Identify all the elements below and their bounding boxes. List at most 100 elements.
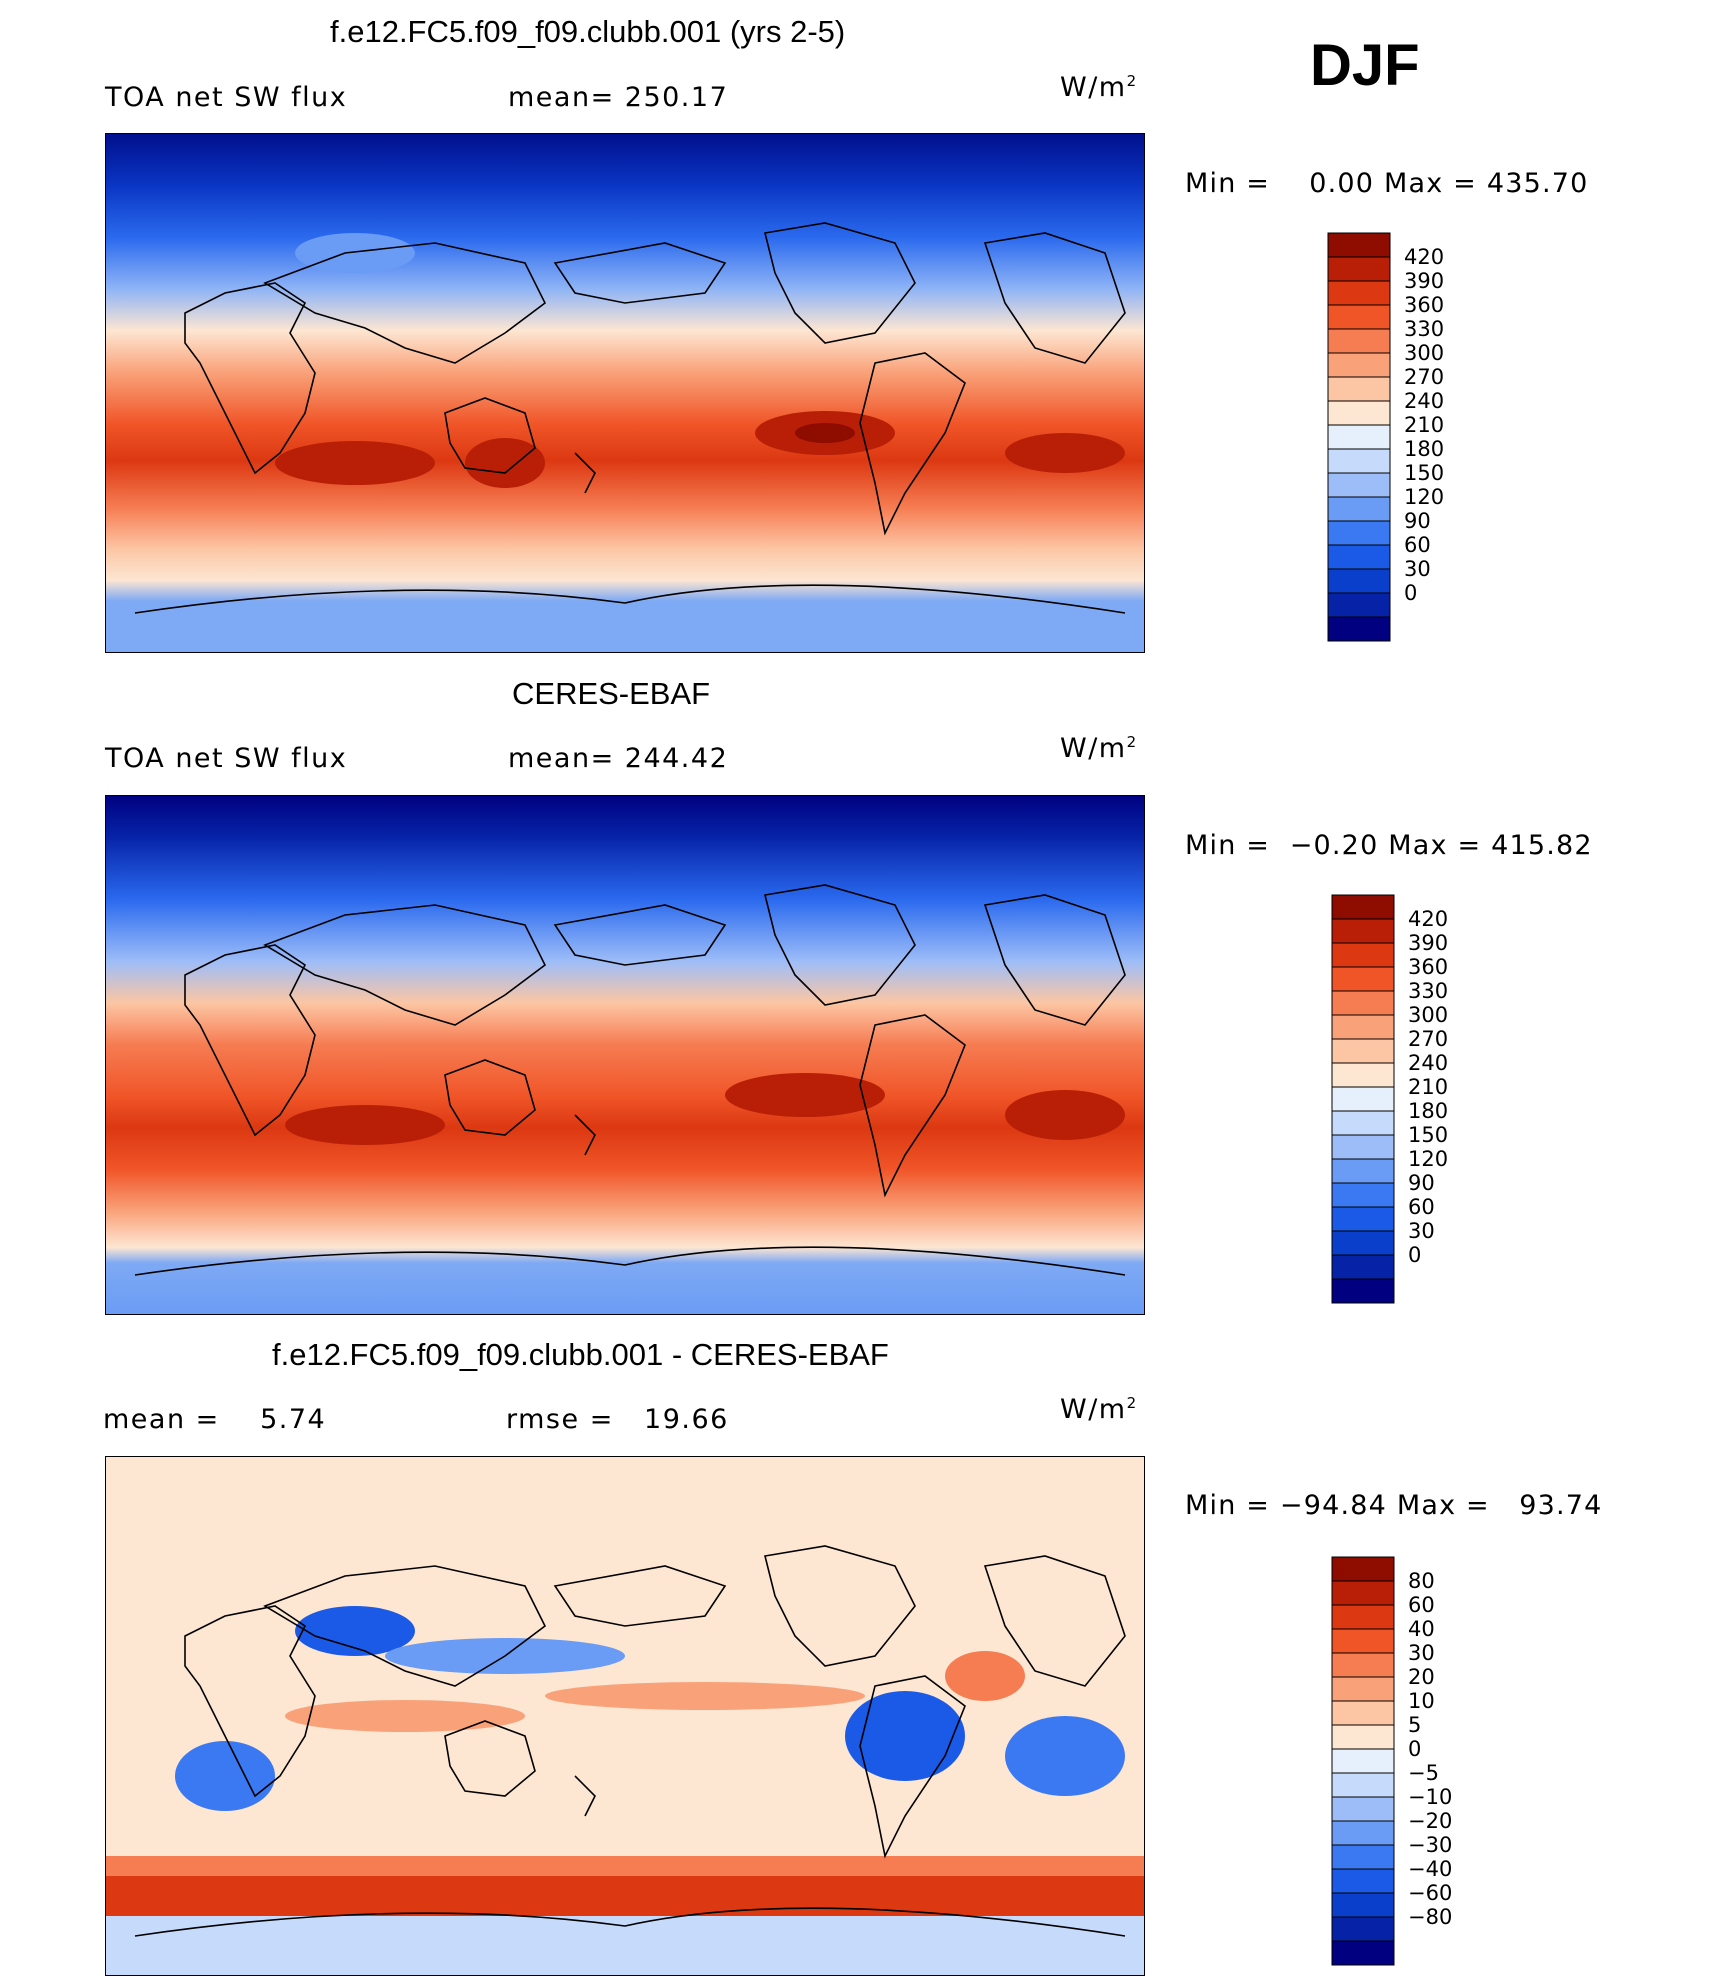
colorbar-box bbox=[1331, 894, 1395, 920]
colorbar-box bbox=[1331, 1700, 1395, 1726]
panel-3-rmse-label: rmse = 19.66 bbox=[506, 1404, 729, 1435]
colorbar-box bbox=[1331, 1628, 1395, 1654]
coastline bbox=[184, 282, 316, 475]
colorbar-label: 40 bbox=[1408, 1617, 1435, 1641]
colorbar-box bbox=[1331, 1820, 1395, 1846]
colorbar-box bbox=[1327, 424, 1391, 450]
coastline bbox=[859, 1014, 966, 1198]
coastline bbox=[764, 884, 916, 1006]
colorbar-label: −80 bbox=[1408, 1905, 1452, 1929]
coastline bbox=[444, 1720, 536, 1797]
colorbar-box bbox=[1331, 1158, 1395, 1184]
panel-2-unit: W/m2 bbox=[1060, 733, 1138, 764]
colorbar-box bbox=[1327, 544, 1391, 570]
panel-2-variable-label: TOA net SW flux bbox=[105, 743, 348, 774]
colorbar-box bbox=[1331, 1062, 1395, 1088]
panel-2-minmax: Min = −0.20 Max = 415.82 bbox=[1185, 830, 1593, 861]
colorbar-box bbox=[1327, 304, 1391, 330]
panel-1-mean-label: mean= 250.17 bbox=[508, 82, 729, 113]
colorbar-label: 270 bbox=[1408, 1027, 1448, 1051]
coastline bbox=[574, 452, 596, 494]
colorbar-box bbox=[1327, 376, 1391, 402]
panel-3-mean-label: mean = 5.74 bbox=[103, 1404, 327, 1435]
coastline bbox=[184, 944, 316, 1137]
coastline bbox=[859, 1675, 966, 1859]
coastline bbox=[263, 242, 547, 364]
colorbar-label: 180 bbox=[1408, 1099, 1448, 1123]
coastline bbox=[574, 1114, 596, 1156]
colorbar-box bbox=[1331, 918, 1395, 944]
colorbar-box bbox=[1327, 280, 1391, 306]
panel-1-title: f.e12.FC5.f09_f09.clubb.001 (yrs 2-5) bbox=[330, 14, 846, 49]
colorbar-box bbox=[1327, 472, 1391, 498]
colorbar-label: 30 bbox=[1404, 557, 1431, 581]
season-label: DJF bbox=[1310, 33, 1420, 98]
coastline bbox=[444, 397, 536, 474]
colorbar-box bbox=[1331, 1206, 1395, 1232]
colorbar-box bbox=[1327, 256, 1391, 282]
colorbar-box bbox=[1327, 520, 1391, 546]
colorbar-box bbox=[1331, 1892, 1395, 1918]
colorbar-label: −40 bbox=[1408, 1857, 1452, 1881]
colorbar-label: 60 bbox=[1408, 1593, 1435, 1617]
coastline bbox=[444, 1059, 536, 1136]
panel-3-title: f.e12.FC5.f09_f09.clubb.001 - CERES-EBAF bbox=[272, 1337, 889, 1372]
colorbar-box bbox=[1327, 616, 1391, 642]
colorbar-label: −60 bbox=[1408, 1881, 1452, 1905]
coastline bbox=[184, 1605, 316, 1798]
panel-1-unit: W/m2 bbox=[1060, 72, 1138, 103]
colorbar-label: 180 bbox=[1404, 437, 1444, 461]
colorbar-label: 0 bbox=[1404, 581, 1417, 605]
colorbar-label: 240 bbox=[1408, 1051, 1448, 1075]
panel-3-unit: W/m2 bbox=[1060, 1394, 1138, 1425]
colorbar-box bbox=[1331, 1604, 1395, 1630]
panel-2-mean-label: mean= 244.42 bbox=[508, 743, 729, 774]
colorbar-label: −20 bbox=[1408, 1809, 1452, 1833]
colorbar-label: 20 bbox=[1408, 1665, 1435, 1689]
colorbar-label: 0 bbox=[1408, 1737, 1421, 1761]
colorbar-label: 80 bbox=[1408, 1569, 1435, 1593]
coastline bbox=[553, 1565, 727, 1627]
colorbar-box bbox=[1331, 1580, 1395, 1606]
colorbar-label: 30 bbox=[1408, 1219, 1435, 1243]
coastline bbox=[263, 1565, 547, 1687]
panel-3-minmax: Min = −94.84 Max = 93.74 bbox=[1185, 1490, 1603, 1521]
colorbar-label: 360 bbox=[1404, 293, 1444, 317]
coastline bbox=[764, 1545, 916, 1667]
colorbar-box bbox=[1331, 1724, 1395, 1750]
colorbar-box bbox=[1327, 352, 1391, 378]
coastline bbox=[263, 904, 547, 1026]
colorbar-label: 150 bbox=[1404, 461, 1444, 485]
colorbar-label: 90 bbox=[1408, 1171, 1435, 1195]
colorbar-box bbox=[1327, 232, 1391, 258]
panel-1-minmax: Min = 0.00 Max = 435.70 bbox=[1185, 168, 1589, 199]
colorbar-label: 60 bbox=[1404, 533, 1431, 557]
colorbar-box bbox=[1327, 568, 1391, 594]
colorbar-label: −10 bbox=[1408, 1785, 1452, 1809]
colorbar-box bbox=[1331, 1748, 1395, 1774]
colorbar-label: 30 bbox=[1408, 1641, 1435, 1665]
coastline bbox=[134, 1907, 1126, 1937]
colorbar-label: 330 bbox=[1408, 979, 1448, 1003]
panel-2-map bbox=[105, 795, 1145, 1315]
colorbar-label: 390 bbox=[1404, 269, 1444, 293]
coastline bbox=[134, 1246, 1126, 1276]
colorbar-label: 150 bbox=[1408, 1123, 1448, 1147]
colorbar-label: 0 bbox=[1408, 1243, 1421, 1267]
colorbar-box bbox=[1327, 592, 1391, 618]
panel-3-map bbox=[105, 1456, 1145, 1976]
colorbar-label: 10 bbox=[1408, 1689, 1435, 1713]
colorbar-box bbox=[1331, 1134, 1395, 1160]
colorbar-box bbox=[1331, 1254, 1395, 1280]
coastline bbox=[983, 232, 1126, 364]
colorbar-box bbox=[1331, 1652, 1395, 1678]
colorbar-box bbox=[1331, 1940, 1395, 1966]
colorbar-label: 330 bbox=[1404, 317, 1444, 341]
colorbar-label: 270 bbox=[1404, 365, 1444, 389]
colorbar-label: 120 bbox=[1408, 1147, 1448, 1171]
colorbar-box bbox=[1331, 1796, 1395, 1822]
colorbar-box bbox=[1331, 966, 1395, 992]
colorbar-box bbox=[1331, 1110, 1395, 1136]
